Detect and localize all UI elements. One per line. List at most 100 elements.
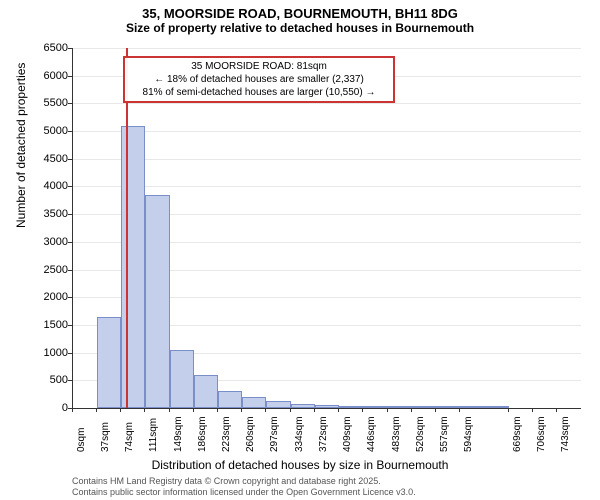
x-tick-label: 409sqm bbox=[342, 416, 353, 452]
y-tick-mark bbox=[68, 380, 72, 381]
x-tick-label: 483sqm bbox=[391, 416, 402, 452]
histogram-bar bbox=[266, 401, 290, 408]
y-tick-mark bbox=[68, 353, 72, 354]
x-tick-mark bbox=[193, 408, 194, 412]
x-tick-mark bbox=[314, 408, 315, 412]
y-tick-mark bbox=[68, 214, 72, 215]
x-tick-mark bbox=[556, 408, 557, 412]
y-tick-label: 4500 bbox=[28, 153, 68, 165]
x-tick-label: 669sqm bbox=[512, 416, 523, 452]
x-tick-label: 446sqm bbox=[366, 416, 377, 452]
x-tick-label: 520sqm bbox=[415, 416, 426, 452]
x-tick-label: 372sqm bbox=[318, 416, 329, 452]
histogram-bar bbox=[170, 350, 194, 408]
histogram-bar bbox=[291, 404, 316, 408]
histogram-bar bbox=[97, 317, 121, 408]
x-tick-mark bbox=[217, 408, 218, 412]
y-tick-mark bbox=[68, 186, 72, 187]
annotation-line1: 35 MOORSIDE ROAD: 81sqm bbox=[129, 60, 389, 73]
histogram-bar bbox=[315, 405, 339, 408]
y-tick-label: 500 bbox=[28, 374, 68, 386]
attribution-line2: Contains public sector information licen… bbox=[72, 487, 416, 498]
annotation-box: 35 MOORSIDE ROAD: 81sqm ← 18% of detache… bbox=[123, 56, 395, 103]
x-tick-label: 743sqm bbox=[560, 416, 571, 452]
x-tick-mark bbox=[411, 408, 412, 412]
x-tick-mark bbox=[338, 408, 339, 412]
grid-line bbox=[73, 48, 581, 49]
x-tick-label: 149sqm bbox=[173, 416, 184, 452]
y-tick-label: 3000 bbox=[28, 236, 68, 248]
histogram-bar bbox=[388, 406, 412, 408]
histogram-bar bbox=[460, 406, 509, 408]
x-tick-mark bbox=[459, 408, 460, 412]
histogram-bar bbox=[218, 391, 242, 408]
x-tick-label: 260sqm bbox=[245, 416, 256, 452]
x-tick-mark bbox=[435, 408, 436, 412]
chart-container: 35, MOORSIDE ROAD, BOURNEMOUTH, BH11 8DG… bbox=[0, 0, 600, 500]
x-tick-mark bbox=[265, 408, 266, 412]
y-tick-mark bbox=[68, 325, 72, 326]
y-tick-label: 3500 bbox=[28, 208, 68, 220]
y-tick-label: 1500 bbox=[28, 319, 68, 331]
histogram-bar bbox=[194, 375, 218, 408]
x-tick-label: 297sqm bbox=[269, 416, 280, 452]
x-tick-mark bbox=[532, 408, 533, 412]
attribution: Contains HM Land Registry data © Crown c… bbox=[72, 476, 416, 498]
x-tick-mark bbox=[387, 408, 388, 412]
x-axis-label: Distribution of detached houses by size … bbox=[0, 458, 600, 472]
x-tick-mark bbox=[144, 408, 145, 412]
grid-line bbox=[73, 186, 581, 187]
y-tick-label: 4000 bbox=[28, 180, 68, 192]
y-tick-mark bbox=[68, 270, 72, 271]
y-tick-label: 2500 bbox=[28, 264, 68, 276]
x-tick-label: 37sqm bbox=[100, 422, 111, 452]
y-tick-mark bbox=[68, 242, 72, 243]
x-tick-mark bbox=[362, 408, 363, 412]
y-tick-label: 6000 bbox=[28, 70, 68, 82]
y-tick-mark bbox=[68, 76, 72, 77]
y-tick-mark bbox=[68, 297, 72, 298]
histogram-bar bbox=[412, 406, 436, 408]
attribution-line1: Contains HM Land Registry data © Crown c… bbox=[72, 476, 416, 487]
y-tick-mark bbox=[68, 48, 72, 49]
y-tick-label: 5500 bbox=[28, 97, 68, 109]
x-tick-label: 186sqm bbox=[197, 416, 208, 452]
y-tick-label: 2000 bbox=[28, 291, 68, 303]
x-tick-mark bbox=[120, 408, 121, 412]
x-tick-label: 111sqm bbox=[148, 418, 159, 452]
histogram-bar bbox=[339, 406, 363, 408]
chart-subtitle: Size of property relative to detached ho… bbox=[0, 21, 600, 35]
x-tick-label: 0sqm bbox=[76, 428, 87, 452]
histogram-bar bbox=[436, 406, 460, 408]
y-axis-label: Number of detached properties bbox=[14, 63, 28, 228]
x-tick-mark bbox=[241, 408, 242, 412]
histogram-bar bbox=[145, 195, 170, 408]
annotation-line3: 81% of semi-detached houses are larger (… bbox=[129, 86, 389, 99]
plot-area: 35 MOORSIDE ROAD: 81sqm ← 18% of detache… bbox=[72, 48, 581, 409]
annotation-line2: ← 18% of detached houses are smaller (2,… bbox=[129, 73, 389, 86]
x-tick-label: 334sqm bbox=[294, 416, 305, 452]
x-tick-label: 557sqm bbox=[439, 416, 450, 452]
y-tick-mark bbox=[68, 131, 72, 132]
grid-line bbox=[73, 131, 581, 132]
x-tick-mark bbox=[169, 408, 170, 412]
x-tick-mark bbox=[508, 408, 509, 412]
grid-line bbox=[73, 103, 581, 104]
y-tick-label: 1000 bbox=[28, 347, 68, 359]
histogram-bar bbox=[363, 406, 387, 408]
y-tick-label: 5000 bbox=[28, 125, 68, 137]
y-tick-label: 0 bbox=[28, 402, 68, 414]
grid-line bbox=[73, 159, 581, 160]
y-tick-mark bbox=[68, 159, 72, 160]
chart-title: 35, MOORSIDE ROAD, BOURNEMOUTH, BH11 8DG bbox=[0, 0, 600, 21]
y-tick-label: 6500 bbox=[28, 42, 68, 54]
histogram-bar bbox=[242, 397, 266, 408]
x-tick-label: 223sqm bbox=[221, 416, 232, 452]
x-tick-mark bbox=[96, 408, 97, 412]
x-tick-mark bbox=[290, 408, 291, 412]
x-tick-label: 594sqm bbox=[463, 416, 474, 452]
x-tick-mark bbox=[72, 408, 73, 412]
x-tick-label: 706sqm bbox=[536, 416, 547, 452]
x-tick-label: 74sqm bbox=[124, 422, 135, 452]
y-tick-mark bbox=[68, 103, 72, 104]
